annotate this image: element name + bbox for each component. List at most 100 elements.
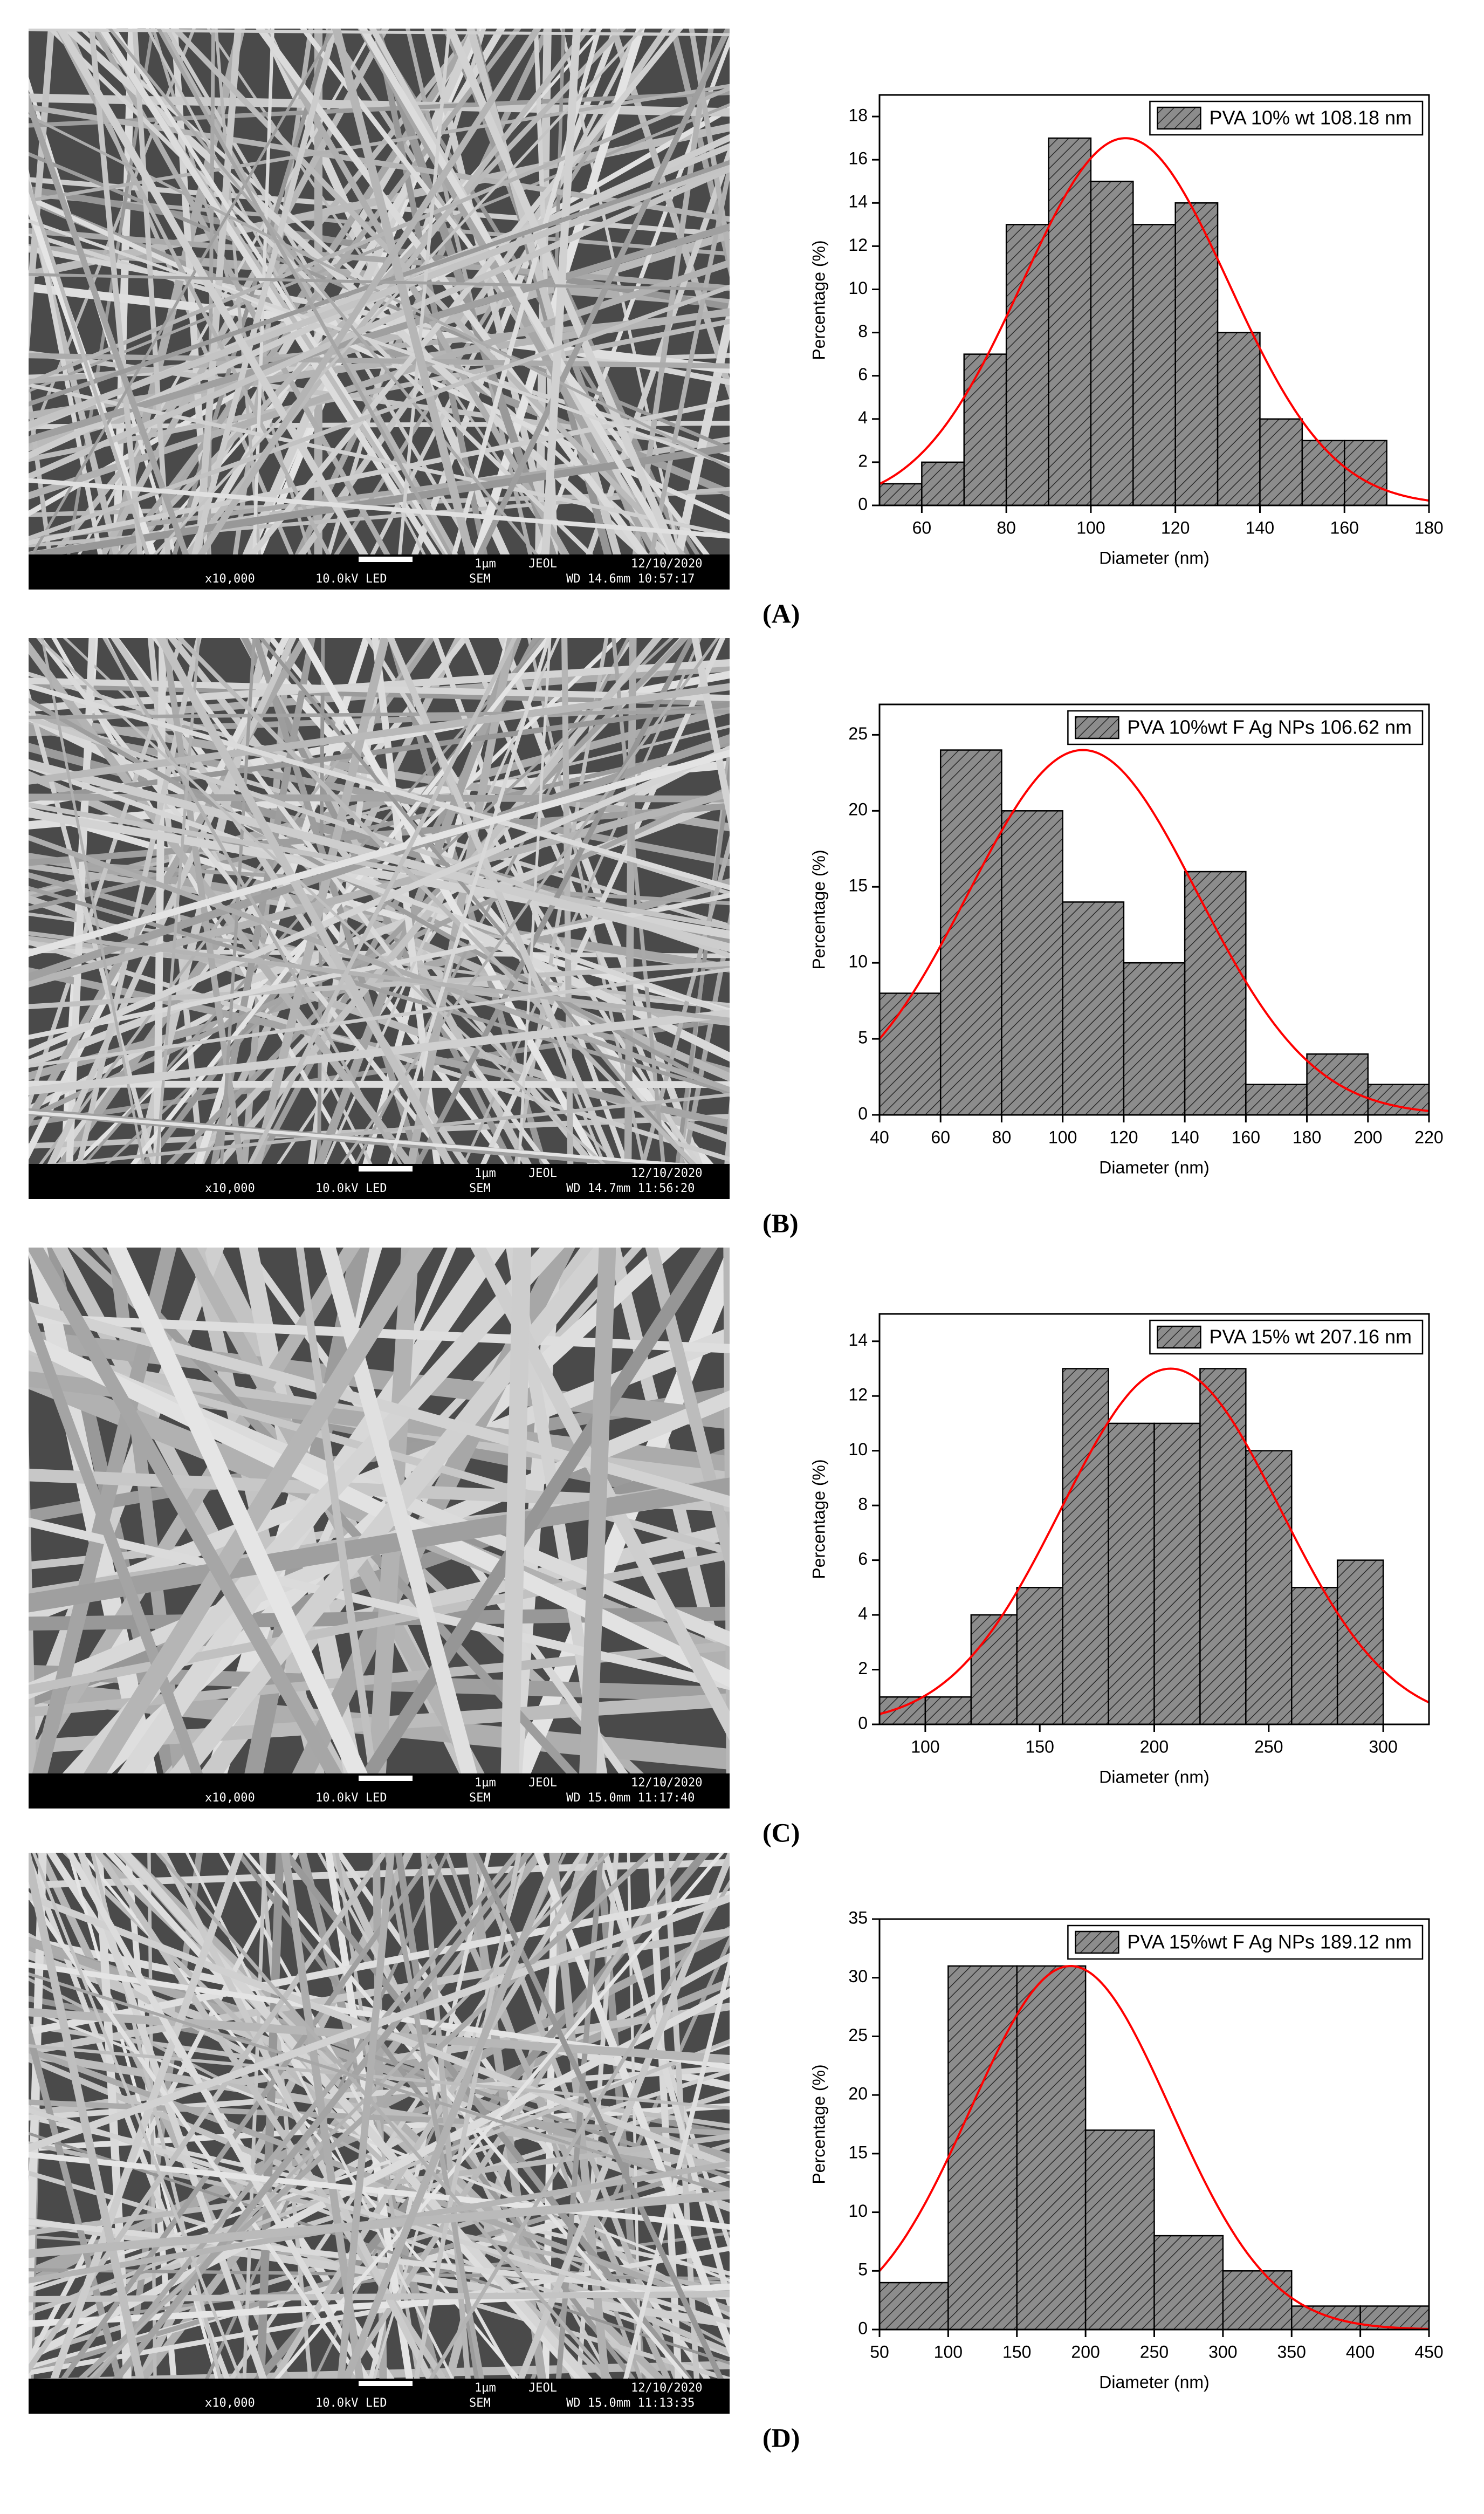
x-axis-title: Diameter (nm) bbox=[1099, 1157, 1209, 1177]
fiber bbox=[29, 640, 414, 1164]
panel-label: (C) bbox=[762, 1817, 800, 1847]
sem-scale-bar bbox=[359, 1166, 413, 1172]
x-tick-label: 40 bbox=[870, 1127, 889, 1147]
legend-label: PVA 15%wt F Ag NPs 189.12 nm bbox=[1127, 1931, 1412, 1953]
bar bbox=[1048, 137, 1092, 506]
fiber bbox=[112, 29, 136, 554]
fiber bbox=[29, 809, 730, 939]
fiber bbox=[191, 29, 338, 554]
fiber bbox=[29, 223, 730, 444]
legend: PVA 10% wt 108.18 nm bbox=[1149, 100, 1424, 136]
bar bbox=[1084, 2129, 1155, 2331]
fiber bbox=[29, 834, 730, 1093]
sem-mode: SEM bbox=[469, 1182, 491, 1195]
sem-date: 12/10/2020 bbox=[631, 557, 702, 571]
bar bbox=[1016, 1965, 1087, 2331]
sem-kv: 10.0kV LED bbox=[315, 572, 387, 586]
y-tick-label: 25 bbox=[848, 724, 868, 743]
fiber bbox=[91, 29, 390, 554]
sem-wd: WD 14.6mm 10:57:17 bbox=[566, 572, 695, 586]
x-tick-label: 100 bbox=[911, 1737, 939, 1756]
fiber bbox=[541, 29, 581, 554]
fiber bbox=[132, 29, 171, 554]
fiber bbox=[244, 1853, 690, 2379]
fiber bbox=[29, 187, 120, 554]
bar bbox=[1016, 1587, 1063, 1725]
fiber bbox=[29, 84, 730, 203]
sem-image bbox=[29, 1853, 730, 2379]
fiber bbox=[46, 1853, 395, 2379]
fiber bbox=[29, 1332, 730, 1688]
panel-label: (A) bbox=[762, 598, 800, 628]
bar bbox=[1062, 901, 1125, 1116]
fiber bbox=[87, 1248, 681, 1773]
fiber bbox=[29, 190, 157, 554]
fiber bbox=[153, 29, 644, 554]
x-tick-label: 220 bbox=[1414, 1127, 1443, 1147]
fiber bbox=[29, 2065, 730, 2121]
bar bbox=[939, 749, 1002, 1116]
legend-label: PVA 15% wt 207.16 nm bbox=[1209, 1326, 1412, 1348]
plot-frame bbox=[878, 703, 1430, 1116]
legend-label: PVA 10%wt F Ag NPs 106.62 nm bbox=[1127, 716, 1412, 738]
fiber bbox=[29, 2017, 122, 2379]
fiber bbox=[29, 886, 730, 1094]
fiber bbox=[514, 638, 609, 1164]
fiber bbox=[155, 638, 201, 1164]
fiber bbox=[50, 1853, 244, 2379]
fiber bbox=[229, 1853, 586, 2379]
fiber bbox=[29, 2190, 730, 2258]
fiber bbox=[39, 638, 430, 1164]
bar bbox=[1245, 1450, 1293, 1725]
fiber bbox=[29, 1298, 203, 1773]
y-tick-label: 14 bbox=[848, 192, 868, 211]
bar bbox=[1153, 1422, 1201, 1725]
y-axis-title: Percentage (%) bbox=[809, 1459, 828, 1579]
fiber bbox=[176, 638, 697, 1164]
bar bbox=[1291, 2305, 1361, 2331]
bar bbox=[1174, 202, 1219, 506]
bar bbox=[921, 461, 965, 506]
sem-wd: WD 15.0mm 11:17:40 bbox=[566, 1791, 695, 1805]
fiber bbox=[88, 29, 143, 554]
fiber bbox=[29, 382, 730, 537]
fiber bbox=[29, 104, 730, 222]
bar bbox=[1217, 332, 1261, 506]
y-axis-title: Percentage (%) bbox=[809, 850, 828, 969]
bar bbox=[970, 1614, 1018, 1725]
x-tick-label: 80 bbox=[992, 1127, 1012, 1147]
fiber bbox=[197, 29, 541, 554]
fiber bbox=[155, 1853, 613, 2379]
y-tick-label: 25 bbox=[848, 2025, 868, 2045]
fiber bbox=[451, 29, 602, 554]
fiber bbox=[107, 29, 539, 554]
fiber bbox=[29, 967, 730, 1128]
x-tick-label: 400 bbox=[1346, 2342, 1375, 2361]
fiber bbox=[281, 1853, 364, 2379]
y-tick-label: 5 bbox=[858, 1028, 868, 1047]
fiber bbox=[66, 1853, 370, 2379]
fiber bbox=[29, 179, 150, 554]
fiber bbox=[29, 749, 730, 957]
fiber bbox=[29, 802, 730, 930]
fiber bbox=[36, 1853, 291, 2379]
fiber bbox=[36, 638, 606, 1164]
y-tick-label: 6 bbox=[858, 1549, 868, 1568]
bar bbox=[1222, 2270, 1293, 2331]
fiber bbox=[359, 29, 678, 554]
fiber bbox=[29, 710, 730, 720]
fiber bbox=[335, 1853, 420, 2379]
fiber bbox=[337, 1853, 395, 2379]
x-tick-label: 300 bbox=[1369, 1737, 1397, 1756]
fiber bbox=[29, 487, 730, 547]
fiber bbox=[130, 638, 551, 1164]
fiber bbox=[535, 34, 730, 554]
fiber bbox=[207, 29, 216, 554]
legend-swatch bbox=[1157, 1325, 1201, 1349]
y-tick-label: 12 bbox=[848, 1385, 868, 1405]
fiber bbox=[29, 2152, 730, 2230]
sem-wd: WD 15.0mm 11:13:35 bbox=[566, 2396, 695, 2410]
fiber bbox=[29, 1517, 730, 1690]
x-axis-title: Diameter (nm) bbox=[1099, 548, 1209, 567]
